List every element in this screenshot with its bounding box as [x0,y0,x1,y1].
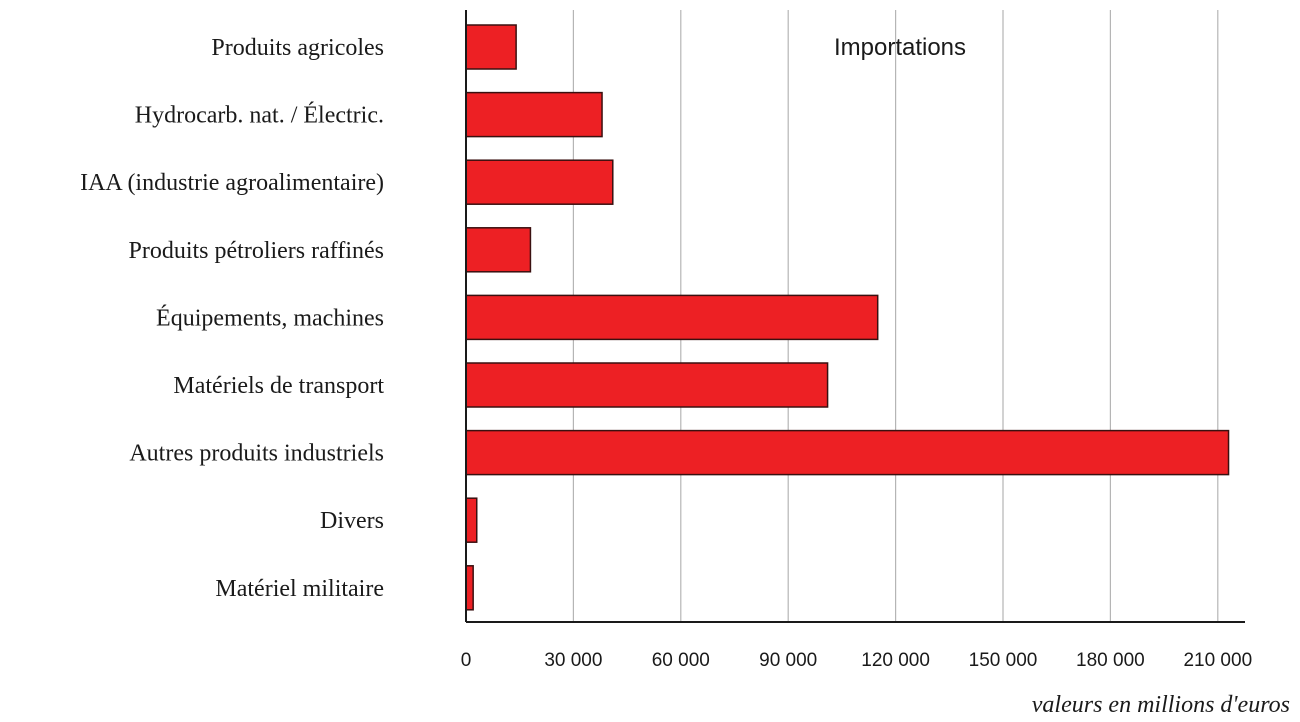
x-tick-label: 60 000 [652,650,710,671]
bar [465,24,517,70]
x-tick-label: 180 000 [1076,650,1145,671]
bar [465,159,614,205]
x-tick-label: 30 000 [544,650,602,671]
category-label: Produits agricoles [211,35,384,61]
category-label: Divers [320,508,384,534]
category-label: Équipements, machines [156,305,384,331]
bar [465,497,478,543]
x-tick-label: 120 000 [861,650,930,671]
chart-title: Importations [834,34,966,61]
bar [465,362,829,408]
bar [465,429,1230,476]
category-label: Hydrocarb. nat. / Électric. [135,103,384,129]
axes [465,10,1245,623]
x-tick-label: 210 000 [1183,650,1252,671]
x-tick-labels: 0 30 000 60 000 90 000 120 000 150 000 180 000… [461,650,1252,671]
bar [465,227,532,273]
bar [465,294,879,341]
x-tick-label: 150 000 [969,650,1038,671]
category-label: Produits pétroliers raffinés [128,238,384,264]
category-label: Matériels de transport [173,373,384,399]
bar [465,565,474,611]
bars [465,24,1230,611]
category-label: Autres produits industriels [129,441,384,467]
category-label: Matériel militaire [215,576,384,602]
bar [465,91,603,138]
x-tick-label: 90 000 [759,650,817,671]
category-labels: Produits agricoles Hydrocarb. nat. / Élec… [80,35,384,602]
category-label: IAA (industrie agroalimentaire) [80,170,384,196]
x-tick-label: 0 [461,650,472,671]
x-axis-label: valeurs en millions d'euros [1032,692,1290,718]
